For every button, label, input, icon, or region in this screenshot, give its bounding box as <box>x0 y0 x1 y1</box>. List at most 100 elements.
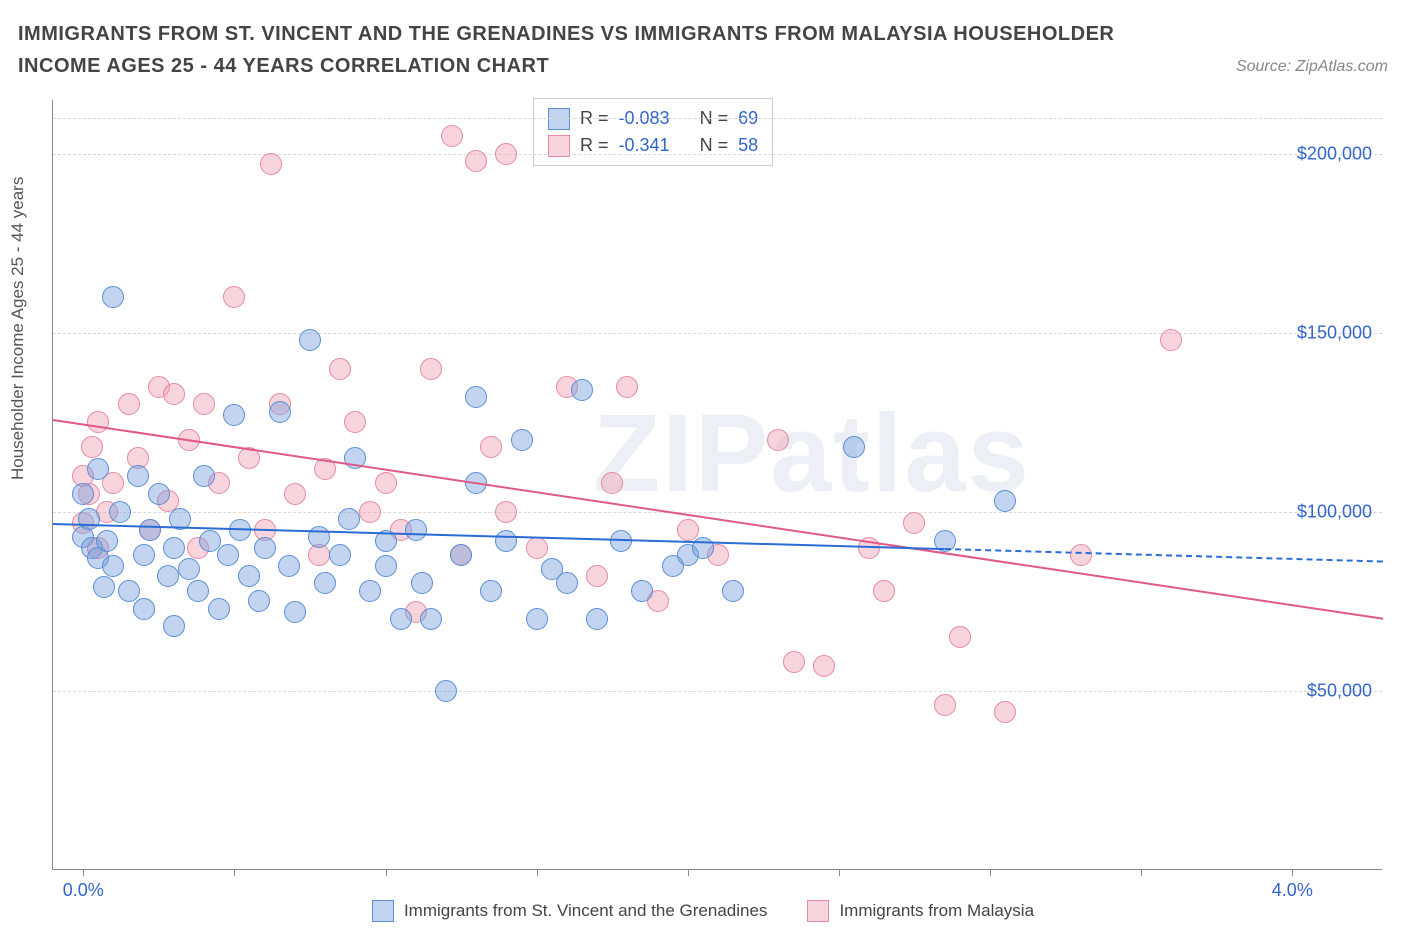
marker-series-b <box>767 429 789 451</box>
marker-series-a <box>118 580 140 602</box>
n-label-b: N = <box>700 132 729 159</box>
marker-series-b <box>616 376 638 398</box>
marker-series-b <box>329 358 351 380</box>
bottom-legend: Immigrants from St. Vincent and the Gren… <box>0 900 1406 922</box>
marker-series-b <box>284 483 306 505</box>
marker-series-b <box>344 411 366 433</box>
x-tick <box>1141 869 1142 876</box>
marker-series-a <box>435 680 457 702</box>
regression-line-b <box>53 419 1383 620</box>
marker-series-a <box>495 530 517 552</box>
regression-line-a-extrapolated <box>945 548 1383 563</box>
marker-series-b <box>601 472 623 494</box>
y-tick-label: $150,000 <box>1297 322 1372 343</box>
x-tick <box>234 869 235 876</box>
x-tick <box>839 869 840 876</box>
marker-series-a <box>133 544 155 566</box>
marker-series-b <box>586 565 608 587</box>
marker-series-b <box>480 436 502 458</box>
marker-series-a <box>843 436 865 458</box>
marker-series-a <box>78 508 100 530</box>
marker-series-a <box>994 490 1016 512</box>
marker-series-a <box>87 458 109 480</box>
marker-series-a <box>338 508 360 530</box>
r-label-b: R = <box>580 132 609 159</box>
r-value-b: -0.341 <box>619 132 670 159</box>
marker-series-b <box>465 150 487 172</box>
marker-series-a <box>631 580 653 602</box>
marker-series-a <box>148 483 170 505</box>
marker-series-a <box>586 608 608 630</box>
marker-series-a <box>329 544 351 566</box>
legend-label-b: Immigrants from Malaysia <box>839 901 1034 921</box>
gridline <box>53 691 1382 692</box>
marker-series-a <box>72 483 94 505</box>
marker-series-a <box>556 572 578 594</box>
marker-series-a <box>405 519 427 541</box>
marker-series-a <box>411 572 433 594</box>
marker-series-a <box>187 580 209 602</box>
y-tick-label: $200,000 <box>1297 143 1372 164</box>
marker-series-b <box>949 626 971 648</box>
marker-series-a <box>278 555 300 577</box>
marker-series-b <box>1070 544 1092 566</box>
marker-series-b <box>359 501 381 523</box>
x-tick <box>537 869 538 876</box>
marker-series-a <box>217 544 239 566</box>
chart-title: IMMIGRANTS FROM ST. VINCENT AND THE GREN… <box>18 18 1118 82</box>
marker-series-a <box>269 401 291 423</box>
x-tick <box>386 869 387 876</box>
marker-series-a <box>375 555 397 577</box>
marker-series-b <box>223 286 245 308</box>
x-tick <box>1292 869 1293 876</box>
marker-series-a <box>93 576 115 598</box>
legend-label-a: Immigrants from St. Vincent and the Gren… <box>404 901 767 921</box>
plot-area: ZIPatlas R = -0.083 N = 69 R = -0.341 N … <box>52 100 1382 870</box>
marker-series-b <box>81 436 103 458</box>
marker-series-b <box>873 580 895 602</box>
marker-series-a <box>526 608 548 630</box>
n-value-b: 58 <box>738 132 758 159</box>
watermark: ZIPatlas <box>593 390 1031 517</box>
marker-series-b <box>903 512 925 534</box>
marker-series-a <box>163 537 185 559</box>
marker-series-b <box>677 519 699 541</box>
marker-series-a <box>314 572 336 594</box>
marker-series-b <box>526 537 548 559</box>
marker-series-a <box>390 608 412 630</box>
marker-series-a <box>127 465 149 487</box>
stats-legend-box: R = -0.083 N = 69 R = -0.341 N = 58 <box>533 98 773 166</box>
marker-series-b <box>420 358 442 380</box>
marker-series-a <box>248 590 270 612</box>
x-tick <box>990 869 991 876</box>
marker-series-b <box>441 125 463 147</box>
marker-series-a <box>511 429 533 451</box>
y-axis-label: Householder Income Ages 25 - 44 years <box>8 177 28 480</box>
marker-series-a <box>254 537 276 559</box>
marker-series-a <box>157 565 179 587</box>
marker-series-a <box>163 615 185 637</box>
marker-series-b <box>495 143 517 165</box>
marker-series-a <box>96 530 118 552</box>
marker-series-a <box>193 465 215 487</box>
y-tick-label: $100,000 <box>1297 501 1372 522</box>
source-label: Source: ZipAtlas.com <box>1236 58 1388 76</box>
marker-series-a <box>465 386 487 408</box>
marker-series-b <box>375 472 397 494</box>
marker-series-a <box>102 555 124 577</box>
legend-swatch-a <box>372 900 394 922</box>
marker-series-a <box>109 501 131 523</box>
marker-series-b <box>193 393 215 415</box>
marker-series-b <box>118 393 140 415</box>
marker-series-a <box>692 537 714 559</box>
marker-series-a <box>308 526 330 548</box>
y-tick-label: $50,000 <box>1307 680 1372 701</box>
x-tick-label: 0.0% <box>63 880 104 901</box>
x-tick <box>688 869 689 876</box>
x-tick <box>83 869 84 876</box>
legend-item-b: Immigrants from Malaysia <box>807 900 1034 922</box>
marker-series-b <box>495 501 517 523</box>
marker-series-b <box>813 655 835 677</box>
legend-item-a: Immigrants from St. Vincent and the Gren… <box>372 900 767 922</box>
marker-series-a <box>571 379 593 401</box>
